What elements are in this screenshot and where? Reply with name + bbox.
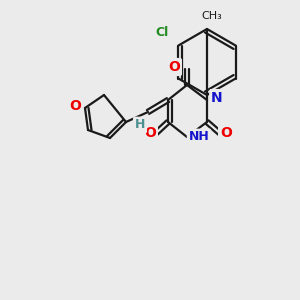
Text: O: O: [168, 60, 180, 74]
Text: NH: NH: [189, 130, 209, 143]
Text: O: O: [144, 126, 156, 140]
Text: H: H: [135, 118, 145, 131]
Text: N: N: [211, 91, 223, 105]
Text: CH₃: CH₃: [202, 11, 222, 21]
Text: Cl: Cl: [155, 26, 169, 40]
Text: O: O: [220, 126, 232, 140]
Text: O: O: [69, 99, 81, 113]
